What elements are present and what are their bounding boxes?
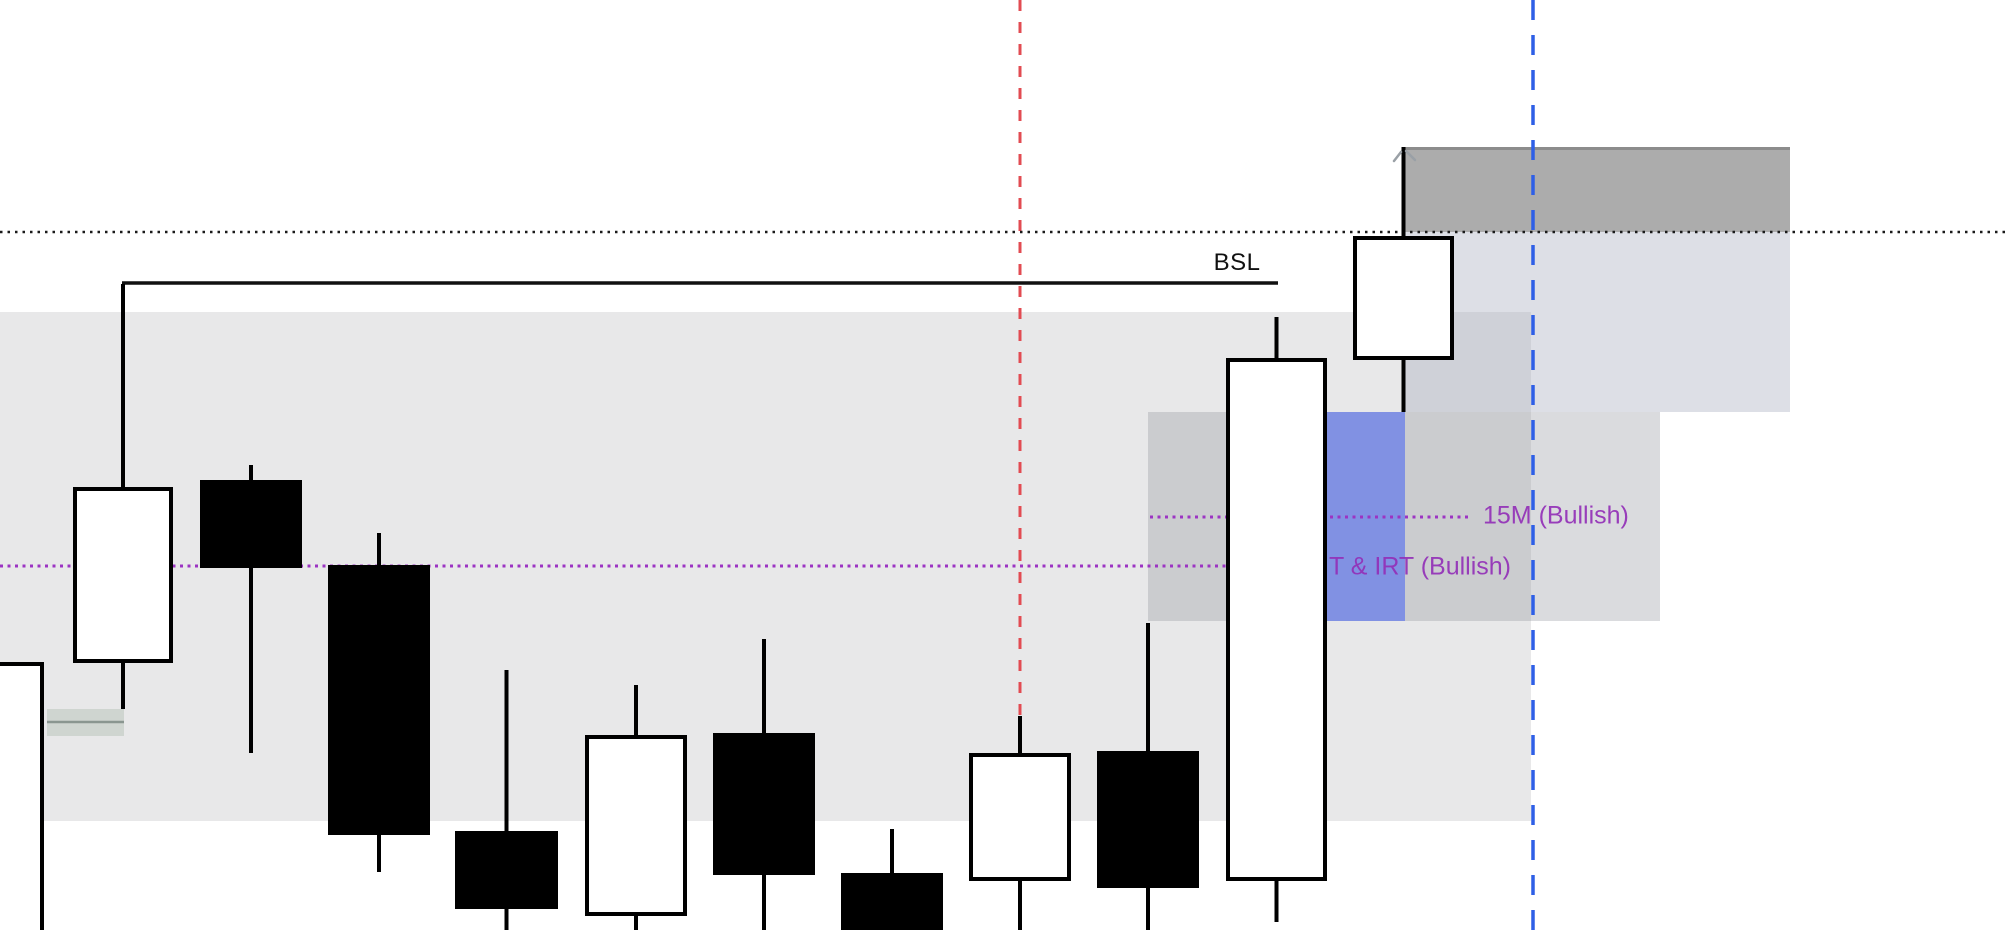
candle-1-bull[interactable] bbox=[73, 487, 173, 663]
supply-zone-dark bbox=[1405, 147, 1790, 232]
candle-8-bull[interactable] bbox=[969, 753, 1071, 881]
candle-9-bear[interactable] bbox=[1097, 751, 1199, 888]
candle-11-bull[interactable] bbox=[1353, 236, 1454, 360]
candle-4-bear[interactable] bbox=[455, 831, 558, 909]
candle-5-bull[interactable] bbox=[585, 735, 687, 916]
wick-top-marker-1 bbox=[1404, 149, 1417, 162]
candle-3-bear[interactable] bbox=[328, 565, 430, 835]
candle-7-bear[interactable] bbox=[841, 873, 943, 930]
candle-10-bull[interactable] bbox=[1226, 358, 1327, 881]
wick-top-marker-0 bbox=[1392, 150, 1403, 163]
upper-right-zone bbox=[1405, 232, 1790, 412]
candle-0-bull[interactable] bbox=[0, 662, 44, 930]
candle-2-bear[interactable] bbox=[200, 480, 302, 568]
candle-6-bear[interactable] bbox=[713, 733, 815, 875]
